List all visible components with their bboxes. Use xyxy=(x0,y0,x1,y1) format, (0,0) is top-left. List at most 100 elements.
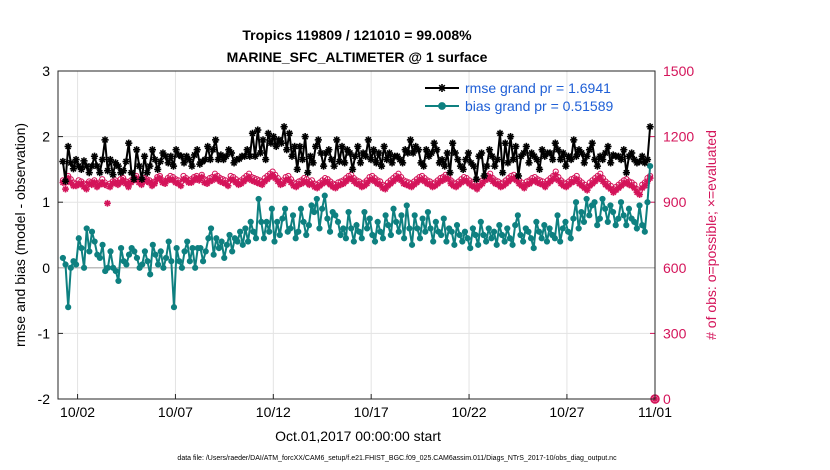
y-tick-label: 1 xyxy=(42,194,50,210)
bias-point xyxy=(213,235,220,242)
rmse-point xyxy=(601,149,609,157)
obs-evaluated-point xyxy=(198,173,206,181)
rmse-point xyxy=(385,149,394,157)
rmse-point xyxy=(643,155,652,164)
bias-point xyxy=(73,261,80,268)
bias-point xyxy=(459,238,466,245)
obs-evaluated-point xyxy=(460,176,468,184)
obs-evaluated-point xyxy=(83,185,90,193)
bias-point xyxy=(641,228,648,235)
rmse-point xyxy=(185,155,193,164)
rmse-point xyxy=(283,146,291,154)
bias-point xyxy=(342,235,350,242)
rmse-point xyxy=(462,155,470,164)
rmse-point xyxy=(430,139,438,147)
bias-point xyxy=(554,212,561,219)
rmse-point xyxy=(427,149,436,157)
bias-point xyxy=(297,205,305,212)
bias-point xyxy=(504,225,511,232)
y-tick-label: -1 xyxy=(38,325,51,341)
bias-point xyxy=(509,241,516,248)
rmse-point xyxy=(293,165,301,173)
y2-tick-label: 1200 xyxy=(663,129,694,145)
rmse-point xyxy=(491,162,499,170)
rmse-point xyxy=(206,155,214,164)
rmse-point xyxy=(599,155,607,164)
rmse-point xyxy=(504,159,512,167)
rmse-point xyxy=(69,165,78,173)
bias-point xyxy=(464,235,471,242)
bias-point xyxy=(493,241,500,248)
rmse-point xyxy=(554,146,562,154)
bias-point xyxy=(117,245,125,252)
bias-point xyxy=(160,264,167,271)
bias-point xyxy=(332,212,339,219)
rmse-point xyxy=(380,142,388,151)
bias-point xyxy=(565,228,572,235)
rmse-point xyxy=(538,146,546,154)
bias-point xyxy=(178,264,186,271)
bias-point xyxy=(152,251,159,258)
rmse-point xyxy=(246,152,254,160)
rmse-point xyxy=(488,152,496,160)
rmse-point xyxy=(570,136,578,144)
bias-point xyxy=(401,235,408,242)
bias-point xyxy=(107,248,114,255)
bias-point xyxy=(647,163,654,170)
rmse-point xyxy=(493,155,501,164)
bias-point xyxy=(506,235,514,242)
bias-point xyxy=(131,248,138,255)
rmse-point xyxy=(269,133,278,141)
legend-label-rmse: rmse grand pr = 1.6941 xyxy=(465,80,611,96)
rmse-point xyxy=(559,149,567,157)
bias-point xyxy=(609,208,617,216)
bias-point xyxy=(456,231,463,239)
rmse-point xyxy=(106,155,114,164)
bias-point xyxy=(363,225,371,232)
bias-point xyxy=(289,212,297,219)
bias-point xyxy=(242,225,249,232)
rmse-point xyxy=(304,169,312,177)
bias-point xyxy=(316,225,323,232)
bias-point xyxy=(557,238,564,245)
rmse-point xyxy=(127,169,135,177)
bias-point xyxy=(91,238,98,245)
rmse-point xyxy=(604,142,612,151)
bias-point xyxy=(348,225,355,232)
bias-point xyxy=(562,218,569,225)
rmse-point xyxy=(441,162,449,170)
bias-point xyxy=(295,228,302,235)
obs-evaluated-point xyxy=(227,175,235,183)
y2-tick-label: 600 xyxy=(663,260,687,276)
rmse-point xyxy=(451,149,459,157)
rmse-point xyxy=(254,126,262,134)
rmse-point xyxy=(209,146,217,154)
rmse-point xyxy=(364,136,372,144)
x-tick-label: 10/07 xyxy=(158,404,193,420)
rmse-point xyxy=(193,146,201,154)
data-file-note: data file: /Users/raeder/DAI/ATM_forcXX/… xyxy=(177,455,617,462)
rmse-point xyxy=(356,159,365,167)
rmse-point xyxy=(72,155,80,164)
rmse-point xyxy=(351,152,359,160)
bias-point xyxy=(252,235,260,242)
bias-point xyxy=(234,238,241,245)
bias-point xyxy=(472,231,479,239)
rmse-point xyxy=(146,162,154,170)
rmse-point xyxy=(556,155,565,164)
bias-point xyxy=(311,208,318,216)
bias-point xyxy=(334,218,342,225)
bias-point xyxy=(443,238,450,245)
rmse-point xyxy=(398,159,407,167)
rmse-point xyxy=(212,136,220,144)
rmse-point xyxy=(175,151,183,159)
rmse-point xyxy=(93,162,101,170)
bias-point xyxy=(379,235,387,242)
tick-labels: 10/02 10/07 10/12 10/17 10/22 10/27 11/01 -2 -1 0… xyxy=(38,63,695,420)
bias-point xyxy=(430,238,437,245)
bias-point xyxy=(78,245,85,252)
bias-point xyxy=(546,225,553,232)
rmse-point xyxy=(285,129,293,137)
bias-point xyxy=(215,245,223,252)
rmse-point xyxy=(164,159,172,167)
